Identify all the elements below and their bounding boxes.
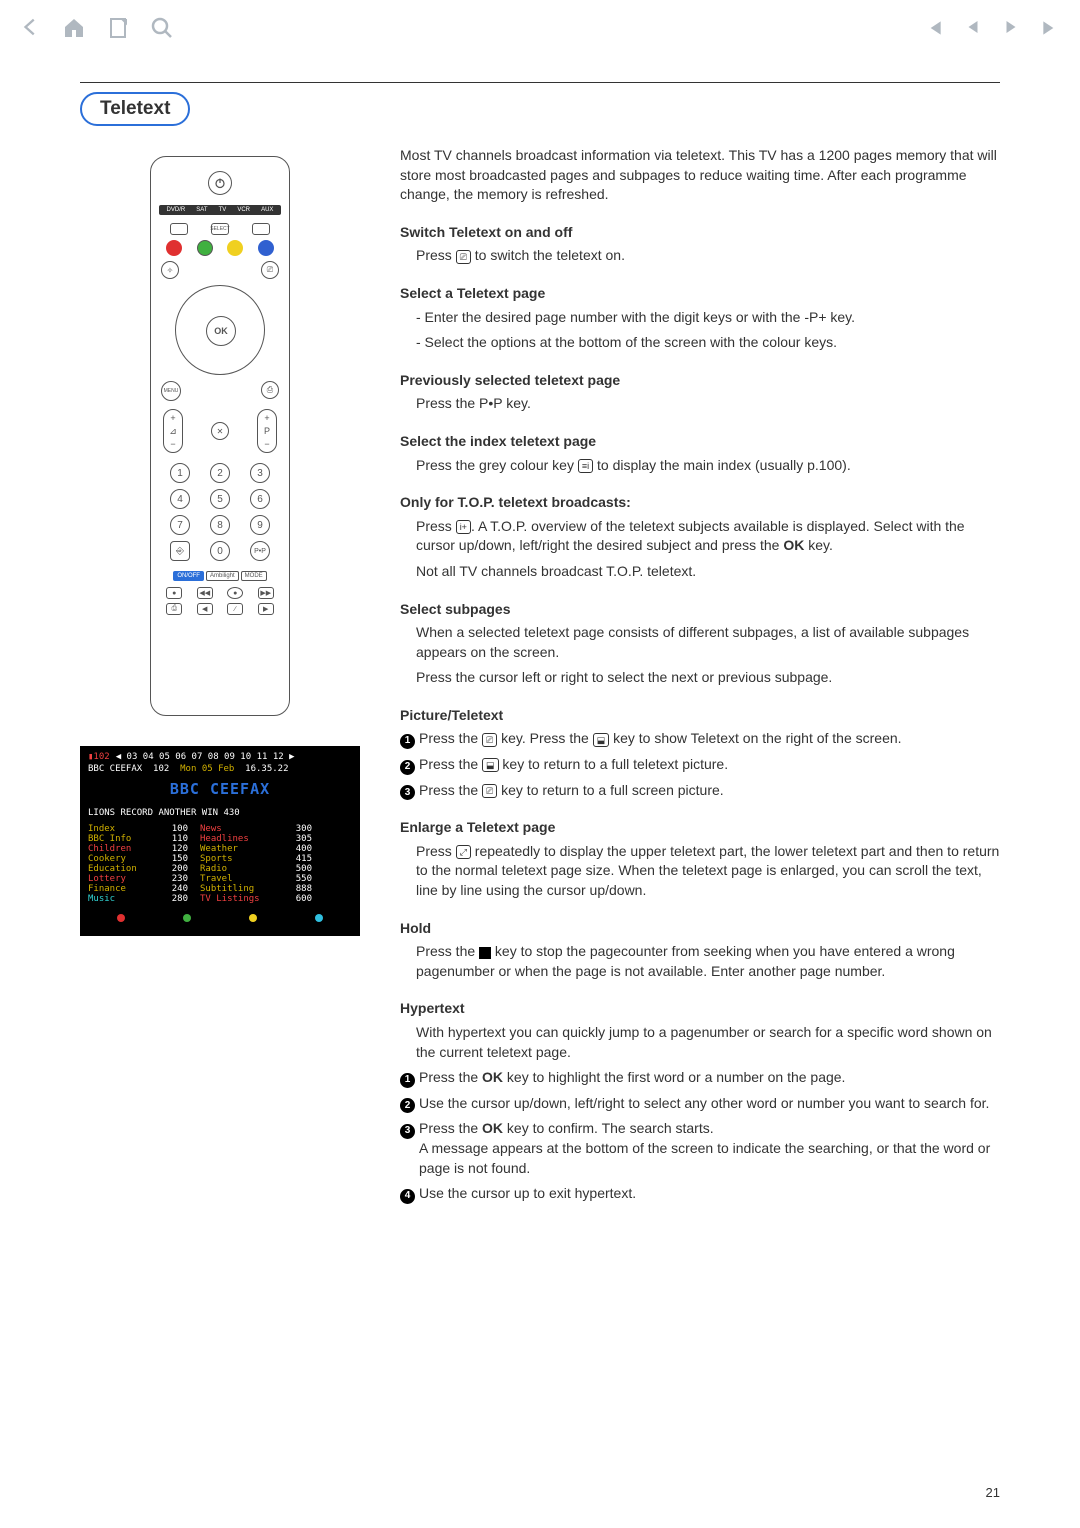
teletext-icon: ⎚ xyxy=(482,733,497,747)
section-heading: Enlarge a Teletext page xyxy=(400,818,1000,838)
body-text: When a selected teletext page consists o… xyxy=(416,623,1000,662)
teletext-icon: ⎚ xyxy=(456,250,471,264)
ttx-headline: LIONS RECORD ANOTHER WIN 430 xyxy=(88,808,352,818)
number-pad: 1 2 3 4 5 6 7 8 9 ⎆ 0 P•P xyxy=(165,463,275,561)
right-column: Most TV channels broadcast information v… xyxy=(400,146,1000,1210)
body-text: Press ⤢ repeatedly to display the upper … xyxy=(416,842,1000,901)
divider xyxy=(80,82,1000,83)
body-text: Press the P•P key. xyxy=(416,394,1000,414)
source-bar: DVD/RSATTVVCRAUX xyxy=(159,205,281,215)
section-heading: Hypertext xyxy=(400,999,1000,1019)
mute-button: ✕ xyxy=(211,422,229,440)
body-text: - Select the options at the bottom of th… xyxy=(416,333,1000,353)
section-heading: Only for T.O.P. teletext broadcasts: xyxy=(400,493,1000,513)
section-heading: Hold xyxy=(400,919,1000,939)
section-heading: Previously selected teletext page xyxy=(400,371,1000,391)
section-heading: Picture/Teletext xyxy=(400,706,1000,726)
last-page-icon[interactable] xyxy=(1040,18,1060,43)
teletext-icon: ⎚ xyxy=(482,784,497,798)
body-text: With hypertext you can quickly jump to a… xyxy=(416,1023,1000,1062)
body-text: Press ⎚ Press to switch the teletext on.… xyxy=(416,246,1000,266)
body-text: 1Press the OK key to highlight the first… xyxy=(400,1068,1000,1088)
section-heading: Select a Teletext page xyxy=(400,284,1000,304)
green-key xyxy=(197,240,213,256)
power-button xyxy=(208,171,232,195)
home-icon[interactable] xyxy=(62,16,86,45)
body-text: Not all TV channels broadcast T.O.P. tel… xyxy=(416,562,1000,582)
next-page-icon[interactable] xyxy=(1002,18,1020,43)
remote-mini-btn: ⎙ xyxy=(261,381,279,399)
teletext-key: ⎚ xyxy=(261,261,279,279)
program-rocker: +P− xyxy=(257,409,277,453)
stop-key-icon xyxy=(479,947,491,959)
yellow-key xyxy=(227,240,243,256)
blue-key xyxy=(258,240,274,256)
menu-button: MENU xyxy=(161,381,181,401)
remote-control-illustration: DVD/RSATTVVCRAUX SELECT ✧ ⎚ xyxy=(150,156,290,716)
dual-screen-icon: ⬓ xyxy=(593,733,610,747)
body-text: 2Press the ⬓ key to return to a full tel… xyxy=(400,755,1000,775)
ttx-subpage-list: ◀ 03 04 05 06 07 08 09 10 11 12 ▶ xyxy=(116,752,295,762)
remote-btn xyxy=(170,223,188,235)
body-text: Press the key to stop the pagecounter fr… xyxy=(416,942,1000,981)
print-icon[interactable] xyxy=(106,16,130,45)
first-page-icon[interactable] xyxy=(924,18,944,43)
enlarge-key-icon: ⤢ xyxy=(456,845,471,859)
volume-rocker: +⊿− xyxy=(163,409,183,453)
ambilight-row: ON/OFF Ambilight MODE xyxy=(159,571,281,581)
red-key xyxy=(166,240,182,256)
page-number: 21 xyxy=(986,1485,1000,1500)
info-key-icon: i+ xyxy=(456,520,471,534)
ttx-index: IndexBBC InfoChildrenCookeryEducationLot… xyxy=(88,824,352,904)
body-text: 3Press the ⎚ key to return to a full scr… xyxy=(400,781,1000,801)
ok-button: OK xyxy=(206,316,236,346)
search-icon[interactable] xyxy=(150,16,174,45)
media-row-1: ●◀◀●▶▶ xyxy=(159,587,281,599)
remote-btn xyxy=(252,223,270,235)
body-text: Press i+. A T.O.P. overview of the telet… xyxy=(416,517,1000,556)
body-text: 1Press the ⎚ key. Press the ⬓ key to sho… xyxy=(400,729,1000,749)
teletext-preview: ▮102 ◀ 03 04 05 06 07 08 09 10 11 12 ▶ B… xyxy=(80,746,360,936)
body-text: 4Use the cursor up to exit hypertext. xyxy=(400,1184,1000,1204)
remote-mini-btn: ✧ xyxy=(161,261,179,279)
left-column: DVD/RSATTVVCRAUX SELECT ✧ ⎚ xyxy=(80,146,360,1210)
body-text: Press the cursor left or right to select… xyxy=(416,668,1000,688)
intro-text: Most TV channels broadcast information v… xyxy=(400,146,1000,205)
cursor-ring: OK xyxy=(175,285,265,375)
ttx-logo: BBC CEEFAX xyxy=(88,780,352,798)
section-heading: Switch Teletext on and off xyxy=(400,223,1000,243)
ttx-color-dots xyxy=(88,914,352,922)
body-text: Press the grey colour key ≡i to display … xyxy=(416,456,1000,476)
section-heading: Select subpages xyxy=(400,600,1000,620)
body-text: 2Use the cursor up/down, left/right to s… xyxy=(400,1094,1000,1114)
index-key-icon: ≡i xyxy=(578,459,593,473)
page-content: Teletext DVD/RSATTVVCRAUX SELECT xyxy=(80,92,1000,1210)
pdf-toolbar xyxy=(0,10,1080,50)
select-button: SELECT xyxy=(211,223,229,235)
section-heading: Select the index teletext page xyxy=(400,432,1000,452)
section-badge: Teletext xyxy=(80,92,190,126)
body-text: 3Press the OK key to confirm. The search… xyxy=(400,1119,1000,1178)
body-text: - Enter the desired page number with the… xyxy=(416,308,1000,328)
prev-page-icon[interactable] xyxy=(964,18,982,43)
ttx-current-page: ▮102 xyxy=(88,752,110,762)
media-row-2: ⎙◀∕▶ xyxy=(159,603,281,615)
dual-screen-icon: ⬓ xyxy=(482,758,499,772)
back-icon[interactable] xyxy=(20,16,42,45)
